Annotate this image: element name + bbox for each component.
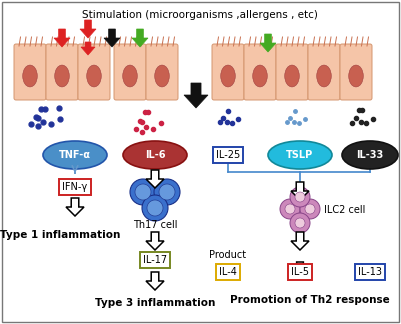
Polygon shape [81, 42, 95, 55]
FancyBboxPatch shape [212, 44, 244, 100]
FancyBboxPatch shape [244, 44, 276, 100]
Polygon shape [146, 232, 164, 250]
Circle shape [280, 199, 300, 219]
Text: IFN-γ: IFN-γ [63, 182, 88, 192]
Circle shape [295, 192, 305, 202]
Polygon shape [54, 29, 70, 47]
Ellipse shape [253, 65, 267, 87]
Text: Stimulation (microorganisms ,allergens , etc): Stimulation (microorganisms ,allergens ,… [82, 10, 318, 20]
Text: Product: Product [209, 250, 247, 260]
Text: IL-25: IL-25 [216, 150, 240, 160]
Circle shape [135, 184, 151, 200]
Text: IL-4: IL-4 [219, 267, 237, 277]
Ellipse shape [123, 141, 187, 169]
Text: TSLP: TSLP [286, 150, 314, 160]
Polygon shape [260, 34, 276, 52]
FancyBboxPatch shape [146, 44, 178, 100]
FancyBboxPatch shape [14, 44, 46, 100]
Polygon shape [184, 83, 208, 108]
FancyBboxPatch shape [46, 44, 78, 100]
Circle shape [130, 179, 156, 205]
Polygon shape [146, 170, 164, 188]
Ellipse shape [155, 65, 169, 87]
Ellipse shape [23, 65, 37, 87]
FancyBboxPatch shape [340, 44, 372, 100]
Ellipse shape [285, 65, 299, 87]
Text: IL-6: IL-6 [145, 150, 165, 160]
Text: IL-17: IL-17 [143, 255, 167, 265]
Text: Type 3 inflammation: Type 3 inflammation [95, 298, 215, 308]
Circle shape [285, 204, 295, 214]
Circle shape [290, 187, 310, 207]
Text: Type 1 inflammation: Type 1 inflammation [0, 230, 120, 240]
Circle shape [159, 184, 175, 200]
Text: IL-33: IL-33 [356, 150, 384, 160]
Text: ILC2 cell: ILC2 cell [324, 205, 366, 215]
Ellipse shape [123, 65, 137, 87]
Polygon shape [104, 29, 120, 47]
Text: TNF-α: TNF-α [59, 150, 91, 160]
Ellipse shape [87, 65, 101, 87]
FancyBboxPatch shape [308, 44, 340, 100]
Circle shape [290, 213, 310, 233]
Ellipse shape [43, 141, 107, 169]
FancyBboxPatch shape [114, 44, 146, 100]
Text: IL-13: IL-13 [358, 267, 382, 277]
Circle shape [300, 199, 320, 219]
Polygon shape [66, 198, 84, 216]
Circle shape [154, 179, 180, 205]
Circle shape [142, 195, 168, 221]
Ellipse shape [55, 65, 69, 87]
Ellipse shape [221, 65, 235, 87]
Polygon shape [80, 20, 96, 38]
FancyBboxPatch shape [276, 44, 308, 100]
Circle shape [305, 204, 315, 214]
Text: Promotion of Th2 response: Promotion of Th2 response [230, 295, 390, 305]
FancyBboxPatch shape [78, 44, 110, 100]
Polygon shape [291, 232, 309, 250]
Ellipse shape [342, 141, 398, 169]
Ellipse shape [317, 65, 331, 87]
Ellipse shape [349, 65, 363, 87]
Circle shape [147, 200, 163, 216]
Text: Th17 cell: Th17 cell [133, 220, 177, 230]
Text: IL-5: IL-5 [291, 267, 309, 277]
Polygon shape [291, 182, 309, 200]
Polygon shape [292, 262, 308, 276]
Circle shape [295, 218, 305, 228]
Polygon shape [146, 272, 164, 290]
Polygon shape [132, 29, 148, 47]
Ellipse shape [268, 141, 332, 169]
